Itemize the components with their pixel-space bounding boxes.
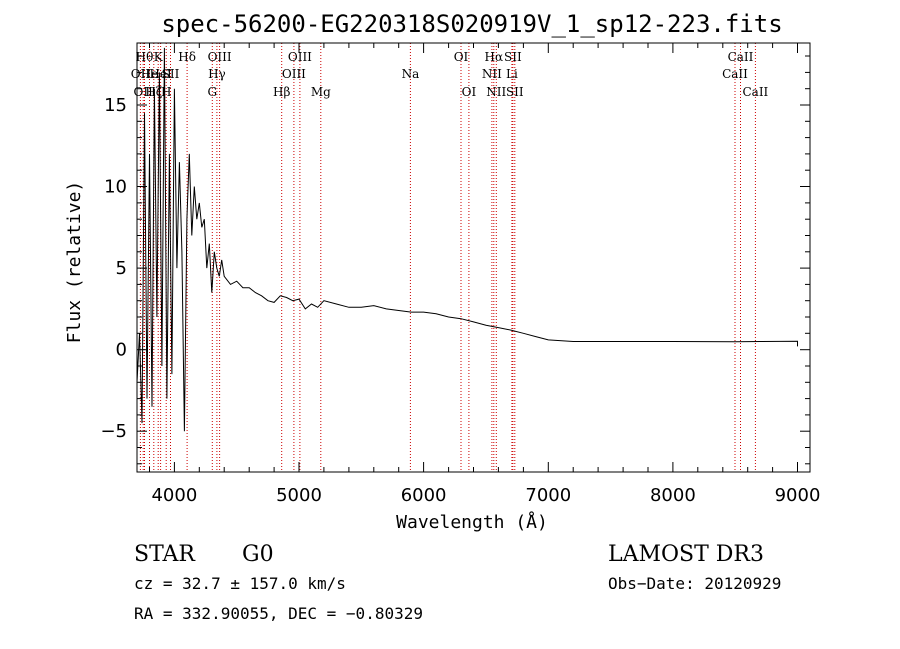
spectrum-line [136,47,798,432]
line-label-14: OIII [282,67,306,81]
line-label-5: K [154,50,164,64]
line-label-7: H [161,85,171,99]
line-label-26: CaII [722,67,748,81]
y-axis-ticks: −5 0 5 10 15 [100,55,810,465]
y-tick-label: 0 [116,340,127,361]
x-axis-ticks: 4000 5000 6000 7000 8000 9000 [149,43,821,506]
line-label-9: Hδ [178,50,196,64]
line-label-15: OIII [288,50,312,64]
line-label-28: CaII [742,85,768,99]
spectral-line-labels: OIIOIIHθHeHζKHeIHSIIHδGHγOIIIHβOIIIOIIIM… [131,50,769,99]
object-class: STAR [134,542,196,567]
chart-title: spec-56200-EG220318S020919V_1_sp12-223.f… [161,10,782,38]
survey-name: LAMOST DR3 [608,542,764,567]
line-label-23: Li [506,67,518,81]
x-tick-label: 7000 [525,485,571,506]
line-label-6: HeI [149,67,172,81]
line-label-18: OI [454,50,469,64]
line-label-19: OI [462,85,477,99]
y-tick-label: 15 [104,95,127,116]
x-tick-label: 8000 [650,485,696,506]
y-tick-label: 10 [104,177,127,198]
line-label-24: SII [504,50,522,64]
x-tick-label: 5000 [276,485,322,506]
object-subclass: G0 [242,542,274,567]
line-label-25: SII [506,85,524,99]
line-label-8: SII [162,67,180,81]
line-label-16: Mg [311,85,331,99]
line-label-0: OII [131,67,151,81]
line-label-2: Hθ [136,50,154,64]
ra-dec: RA = 332.90055, DEC = −0.80329 [134,604,423,623]
y-axis-label: Flux (relative) [64,181,85,344]
y-tick-label: 5 [116,258,127,279]
line-label-11: Hγ [208,67,226,81]
x-tick-label: 4000 [151,485,197,506]
x-axis-label: Wavelength (Å) [396,511,548,533]
redshift-cz: cz = 32.7 ± 157.0 km/s [134,574,346,593]
line-label-20: NII [482,67,502,81]
line-label-10: G [208,85,218,99]
line-label-12: OIII [208,50,232,64]
x-tick-label: 6000 [401,485,447,506]
obs-date: Obs−Date: 20120929 [608,574,781,593]
line-label-21: Hα [485,50,504,64]
x-tick-label: 9000 [775,485,821,506]
line-label-3: He [141,67,159,81]
line-label-22: NII [486,85,506,99]
line-label-13: Hβ [273,85,290,99]
line-label-17: Na [402,67,420,81]
plot-frame [136,42,811,473]
line-label-27: CaII [728,50,754,64]
y-tick-label: −5 [100,421,127,442]
spectral-line-markers [139,43,756,472]
